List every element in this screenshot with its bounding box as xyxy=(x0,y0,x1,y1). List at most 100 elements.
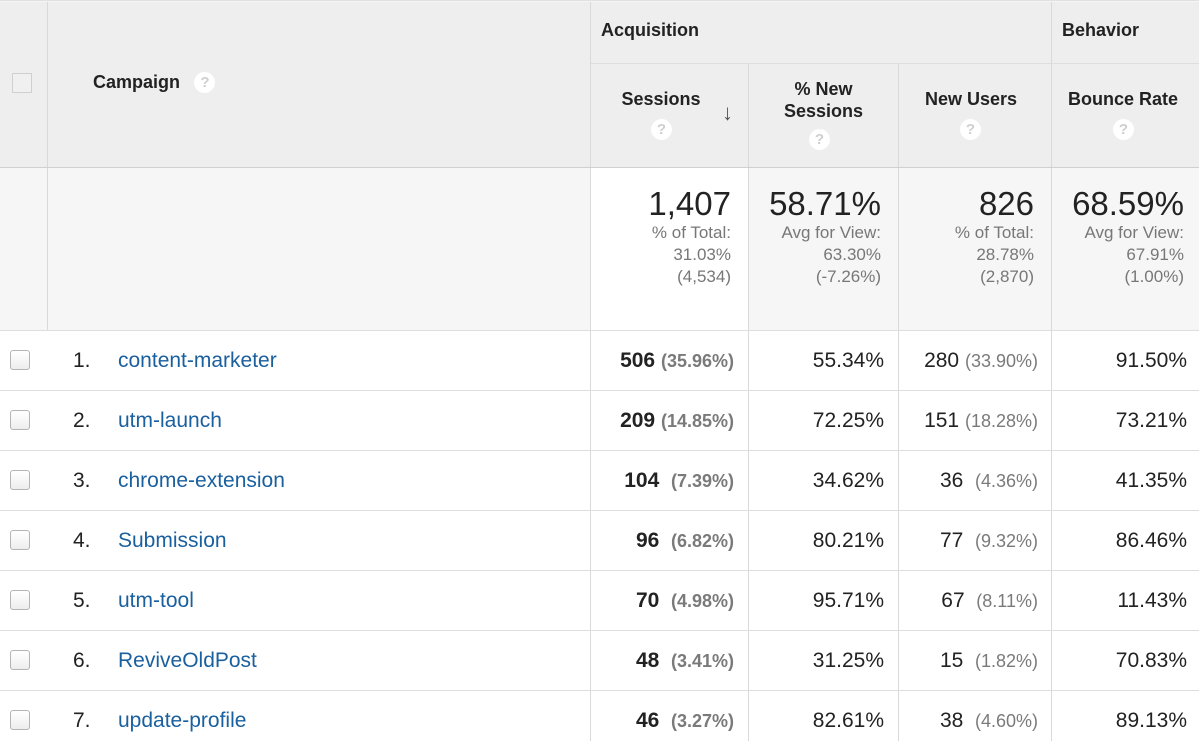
bounce-rate-value: 11.43% xyxy=(1117,589,1187,612)
campaign-link[interactable]: utm-launch xyxy=(118,409,222,432)
sessions-percent: (3.27%) xyxy=(670,711,734,731)
bounce-rate-value: 86.46% xyxy=(1115,529,1187,552)
new-users-percent: (8.11%) xyxy=(976,591,1038,611)
sessions-cell: 209 (14.85%) xyxy=(591,391,734,451)
bounce-rate-help-icon[interactable]: ? xyxy=(1113,119,1134,140)
totals-new-users-total: (2,870) xyxy=(980,267,1034,286)
sessions-value: 96 xyxy=(635,529,660,552)
select-all-checkbox[interactable] xyxy=(12,73,32,93)
sort-descending-icon[interactable]: ↓ xyxy=(722,100,733,125)
totals-bounce-rate-avg: 67.91% xyxy=(1126,245,1184,264)
row-checkbox[interactable] xyxy=(10,350,30,370)
new-users-column-header[interactable] xyxy=(899,64,1051,167)
row-index: 4. xyxy=(73,529,91,552)
campaign-link[interactable]: chrome-extension xyxy=(118,469,285,492)
sessions-percent: (3.41%) xyxy=(670,651,734,671)
totals-sessions-label: % of Total: xyxy=(651,223,731,242)
new-users-cell: 15 (1.82%) xyxy=(899,631,1038,691)
new-sessions-header-line1: % New xyxy=(794,79,853,99)
totals-bounce-rate-label: Avg for View: xyxy=(1084,223,1184,242)
bounce-rate-value: 91.50% xyxy=(1115,349,1187,372)
sessions-value: 506 xyxy=(620,349,656,372)
sessions-cell: 104 (7.39%) xyxy=(591,451,734,511)
campaign-header[interactable] xyxy=(48,2,590,167)
new-sessions-value: 72.25% xyxy=(812,409,884,432)
new-users-percent: (33.90%) xyxy=(964,351,1038,371)
new-users-percent: (4.60%) xyxy=(974,711,1038,731)
new-sessions-value: 80.21% xyxy=(812,529,884,552)
campaign-link[interactable]: update-profile xyxy=(118,709,247,732)
campaign-header-label: Campaign xyxy=(93,72,181,92)
row-index: 6. xyxy=(73,649,91,672)
totals-sessions-percent: 31.03% xyxy=(673,245,731,264)
new-users-cell: 67 (8.11%) xyxy=(899,571,1038,631)
totals-metrics-cell xyxy=(749,168,1199,330)
bounce-rate-column-header[interactable] xyxy=(1052,64,1199,167)
new-users-percent: (9.32%) xyxy=(974,531,1038,551)
totals-label-cell xyxy=(0,168,590,330)
campaign-link[interactable]: utm-tool xyxy=(118,589,194,612)
behavior-label: Behavior xyxy=(1062,20,1140,40)
bounce-rate-value: 41.35% xyxy=(1115,469,1187,492)
sessions-value: 48 xyxy=(635,649,660,672)
sessions-cell: 70 (4.98%) xyxy=(591,571,734,631)
sessions-help-glyph: ? xyxy=(651,119,672,140)
row-index: 3. xyxy=(73,469,91,492)
sessions-percent: (6.82%) xyxy=(670,531,734,551)
totals-sessions-cell xyxy=(591,168,748,330)
new-sessions-value: 31.25% xyxy=(812,649,884,672)
acquisition-label: Acquisition xyxy=(601,20,699,40)
row-checkbox[interactable] xyxy=(10,470,30,490)
row-index: 1. xyxy=(73,349,91,372)
totals-sessions: 1,407 % of Total: 31.03% (4,534) xyxy=(591,186,731,288)
sessions-value: 104 xyxy=(624,469,660,492)
campaign-help-icon[interactable]: ? xyxy=(194,72,216,93)
sessions-percent: (4.98%) xyxy=(670,591,734,611)
row-index: 7. xyxy=(73,709,91,732)
bounce-rate-header-label: Bounce Rate xyxy=(1067,89,1179,109)
new-users-cell: 151 (18.28%) xyxy=(899,391,1038,451)
new-sessions-help-icon[interactable]: ? xyxy=(809,129,830,150)
acquisition-group-header xyxy=(591,2,1051,63)
new-users-value: 77 xyxy=(939,529,964,552)
new-sessions-header-label: % New Sessions xyxy=(749,78,898,122)
row-checkbox[interactable] xyxy=(10,410,30,430)
sessions-help-icon[interactable]: ? xyxy=(651,119,672,140)
campaign-link[interactable]: ReviveOldPost xyxy=(118,649,257,672)
row-checkbox[interactable] xyxy=(10,590,30,610)
sessions-cell: 46 (3.27%) xyxy=(591,691,734,741)
row-checkbox[interactable] xyxy=(10,530,30,550)
new-sessions-value: 95.71% xyxy=(812,589,884,612)
sessions-column-header[interactable] xyxy=(591,64,748,167)
new-users-help-icon[interactable]: ? xyxy=(960,119,981,140)
sessions-percent: (7.39%) xyxy=(670,471,734,491)
new-users-cell: 77 (9.32%) xyxy=(899,511,1038,571)
row-checkbox[interactable] xyxy=(10,710,30,730)
sessions-percent: (35.96%) xyxy=(660,351,734,371)
totals-new-users: 826 % of Total: 28.78% (2,870) xyxy=(899,186,1034,288)
sessions-value: 209 xyxy=(620,409,656,432)
sessions-header-label: Sessions xyxy=(621,89,701,109)
new-users-header-label: New Users xyxy=(924,89,1018,109)
new-sessions-value: 34.62% xyxy=(812,469,884,492)
new-users-cell: 36 (4.36%) xyxy=(899,451,1038,511)
new-sessions-value: 55.34% xyxy=(812,349,884,372)
new-users-value: 67 xyxy=(941,589,965,612)
totals-new-sessions-value: 58.71% xyxy=(769,186,881,222)
bounce-rate-value: 73.21% xyxy=(1115,409,1187,432)
totals-bounce-rate-value: 68.59% xyxy=(1072,186,1184,222)
new-users-value: 280 xyxy=(924,349,960,372)
new-sessions-help-glyph: ? xyxy=(809,129,830,150)
new-users-value: 151 xyxy=(924,409,960,432)
top-shadow xyxy=(0,0,1199,2)
totals-bounce-rate-diff: (1.00%) xyxy=(1124,267,1184,286)
row-checkbox[interactable] xyxy=(10,650,30,670)
campaign-link[interactable]: content-marketer xyxy=(118,349,277,372)
new-sessions-column-header[interactable] xyxy=(749,64,898,167)
totals-new-users-value: 826 xyxy=(978,186,1034,222)
sessions-sorted-column xyxy=(591,331,748,741)
totals-new-sessions-avg: 63.30% xyxy=(823,245,881,264)
new-sessions-header-line2: Sessions xyxy=(783,101,864,121)
campaign-link[interactable]: Submission xyxy=(118,529,227,552)
bounce-rate-value: 89.13% xyxy=(1115,709,1187,732)
